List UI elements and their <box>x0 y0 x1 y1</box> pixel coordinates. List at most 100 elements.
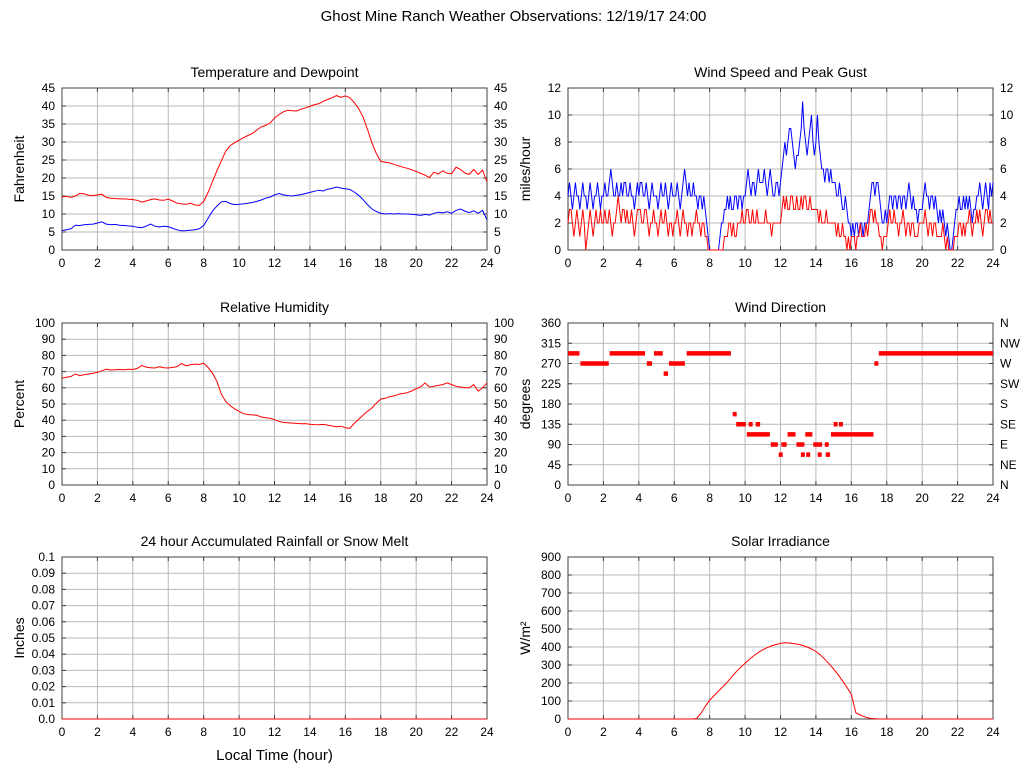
y-tick-label: 900 <box>541 550 561 564</box>
y-axis-label: miles/hour <box>517 136 533 201</box>
y-tick-label: 45 <box>42 81 56 95</box>
x-tick-label: 24 <box>986 725 1000 739</box>
x-tick-label: 4 <box>635 491 642 505</box>
x-tick-label: 2 <box>94 256 101 270</box>
y-tick-label: 500 <box>541 622 561 636</box>
dewpoint-line <box>61 186 488 232</box>
y-tick-label-right: 20 <box>494 446 508 460</box>
y-tick-label: 0 <box>554 478 561 492</box>
chart-title: Wind Direction <box>734 299 827 315</box>
y-tick-label: 100 <box>541 694 561 708</box>
x-tick-label: 8 <box>200 491 207 505</box>
chart-wind-speed-gust: Wind Speed and Peak Gust 0 2 4 6 8 10 12 14 16 18… <box>506 55 1027 290</box>
y-axis-label: Inches <box>11 617 27 658</box>
x-tick-label: 20 <box>915 256 929 270</box>
y-tick-label-right: 8 <box>1000 135 1007 149</box>
y-tick-label-right: N <box>1000 478 1009 492</box>
x-tick-label: 24 <box>986 491 1000 505</box>
y-tick-label-right: 20 <box>494 171 508 185</box>
x-tick-label: 24 <box>480 256 494 270</box>
x-tick-label: 8 <box>200 256 207 270</box>
y-tick-label: 40 <box>42 413 56 427</box>
x-tick-label: 14 <box>303 725 317 739</box>
y-tick-label: 60 <box>42 381 56 395</box>
y-tick-label: 225 <box>541 377 561 391</box>
x-tick-label: 20 <box>915 725 929 739</box>
x-tick-label: 12 <box>268 256 282 270</box>
chart-temperature-dewpoint: Temperature and Dewpoint 0 2 4 6 8 10 12 14 16 18… <box>0 55 521 290</box>
x-tick-label: 2 <box>600 491 607 505</box>
y-tick-label: 0.04 <box>32 647 56 661</box>
y-tick-label-right: 30 <box>494 429 508 443</box>
y-tick-label: 20 <box>42 446 56 460</box>
y-tick-label: 300 <box>541 658 561 672</box>
y-tick-label-right: E <box>1000 438 1008 452</box>
y-tick-label: 12 <box>548 81 562 95</box>
x-tick-label: 18 <box>374 725 388 739</box>
y-tick-label-right: 0 <box>1000 243 1007 257</box>
chart-solar-irradiance: Solar Irradiance 0 2 4 6 8 10 12 14 16 18 20 22 24 0 1… <box>506 524 1027 772</box>
y-tick-label: 0.1 <box>38 550 55 564</box>
x-tick-label: 22 <box>445 725 459 739</box>
x-tick-label: 6 <box>165 491 172 505</box>
y-tick-label-right: 40 <box>494 413 508 427</box>
x-tick-label: 12 <box>774 491 788 505</box>
x-tick-label: 22 <box>951 725 965 739</box>
y-tick-label-right: SE <box>1000 417 1016 431</box>
x-tick-label: 14 <box>809 491 823 505</box>
y-tick-label-right: SW <box>1000 377 1020 391</box>
temperature-line <box>61 95 488 206</box>
x-tick-label: 4 <box>635 725 642 739</box>
y-tick-label: 90 <box>548 438 562 452</box>
y-axis-label: W/m² <box>517 621 533 655</box>
x-tick-label: 24 <box>480 491 494 505</box>
x-tick-label: 8 <box>200 725 207 739</box>
x-tick-label: 16 <box>339 725 353 739</box>
page-title: Ghost Mine Ranch Weather Observations: 1… <box>320 8 707 25</box>
y-tick-label: 600 <box>541 604 561 618</box>
y-tick-label: 20 <box>42 171 56 185</box>
y-tick-label: 0.0 <box>38 712 55 726</box>
x-tick-label: 18 <box>374 256 388 270</box>
y-tick-label-right: 50 <box>494 397 508 411</box>
y-tick-label-right: 2 <box>1000 216 1007 230</box>
y-tick-label: 4 <box>554 189 561 203</box>
y-tick-label-right: 10 <box>494 207 508 221</box>
y-tick-label: 180 <box>541 397 561 411</box>
x-tick-label: 20 <box>409 256 423 270</box>
x-tick-label: 2 <box>600 256 607 270</box>
y-tick-label: 0.09 <box>32 566 56 580</box>
x-tick-label: 22 <box>445 256 459 270</box>
chart-rainfall: 24 hour Accumulated Rainfall or Snow Mel… <box>0 524 521 772</box>
x-tick-label: 2 <box>600 725 607 739</box>
x-tick-label: 18 <box>880 491 894 505</box>
y-tick-label-right: 5 <box>494 225 501 239</box>
y-tick-label-right: S <box>1000 397 1008 411</box>
y-tick-label: 30 <box>42 135 56 149</box>
wind-speed-line <box>567 195 993 251</box>
x-tick-label: 0 <box>565 256 572 270</box>
y-axis-label: degrees <box>517 379 533 430</box>
y-tick-label: 80 <box>42 348 56 362</box>
x-tick-label: 0 <box>59 256 66 270</box>
x-tick-label: 6 <box>671 256 678 270</box>
y-tick-label: 50 <box>42 397 56 411</box>
x-tick-label: 16 <box>845 256 859 270</box>
peak-gust-line <box>567 101 994 251</box>
y-tick-label: 315 <box>541 336 561 350</box>
y-tick-label: 2 <box>554 216 561 230</box>
x-tick-label: 4 <box>129 256 136 270</box>
x-tick-label: 2 <box>94 725 101 739</box>
x-tick-label: 0 <box>59 725 66 739</box>
chart-title: 24 hour Accumulated Rainfall or Snow Mel… <box>140 533 409 549</box>
chart-title: Wind Speed and Peak Gust <box>694 64 867 80</box>
y-tick-label: 700 <box>541 586 561 600</box>
chart-title: Temperature and Dewpoint <box>190 64 359 80</box>
y-tick-label: 10 <box>42 462 56 476</box>
plot-solar-irradiance: 0 2 4 6 8 10 12 14 16 18 20 22 240100200300400500600… <box>517 550 1000 739</box>
y-tick-label: 0.02 <box>32 680 56 694</box>
y-tick-label-right: NE <box>1000 458 1017 472</box>
chart-title: Relative Humidity <box>220 299 329 315</box>
